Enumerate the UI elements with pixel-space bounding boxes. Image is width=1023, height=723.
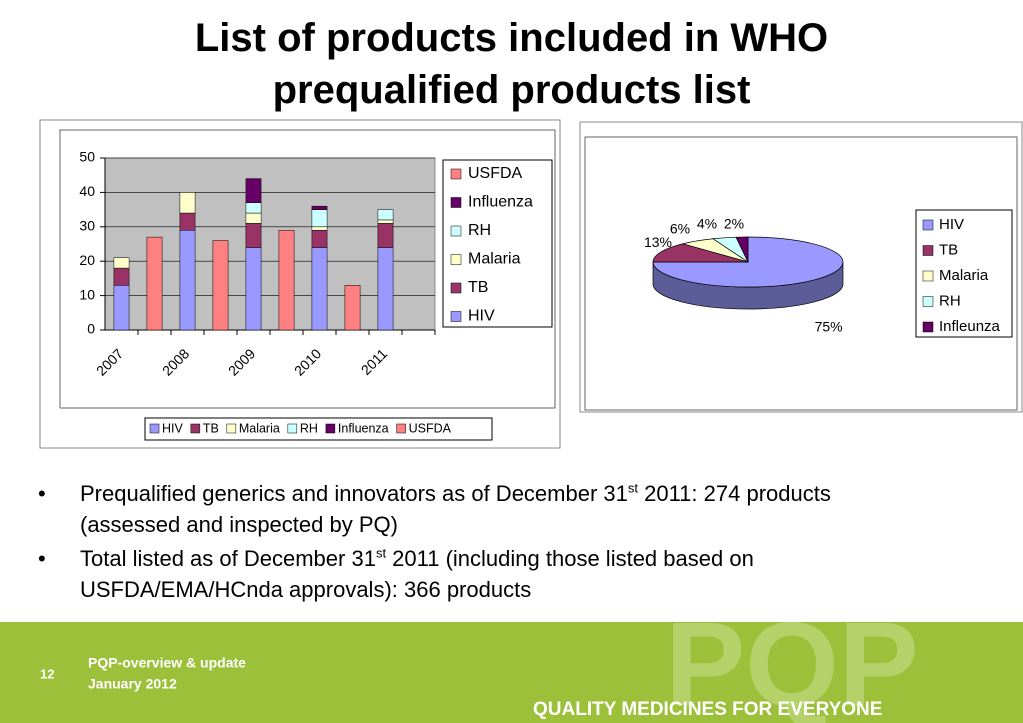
bar-segment: [113, 267, 130, 286]
y-tick-label: 50: [79, 149, 95, 165]
legend-box: [442, 159, 553, 328]
data-label: 13%: [644, 234, 672, 250]
bar-segment: [278, 229, 295, 331]
data-label: 4%: [697, 216, 717, 232]
legend-swatch: [149, 423, 160, 434]
page-number: 12: [40, 666, 54, 681]
bullet-text: 2011: 274 products (assessed and inspect…: [80, 481, 831, 537]
bar-segment: [311, 209, 328, 228]
legend-label: Influenza: [468, 194, 533, 211]
bar-segment: [377, 219, 394, 224]
slide-title: List of products included in WHO: [194, 16, 829, 60]
legend-label: HIV: [468, 308, 495, 325]
legend-swatch: [450, 282, 462, 294]
legend-swatch: [450, 254, 462, 265]
legend-label: USFDA: [468, 165, 523, 182]
bar-segment: [113, 257, 130, 269]
bar-segment: [245, 178, 262, 203]
legend-swatch: [325, 423, 336, 434]
y-tick-label: 20: [79, 252, 95, 268]
superscript: st: [627, 480, 638, 496]
bullet-list: Prequalified generics and innovators as …: [38, 478, 868, 608]
footer-line: January 2012: [88, 676, 177, 692]
pie-slice: [652, 236, 844, 288]
bullet: Prequalified generics and innovators as …: [38, 478, 868, 540]
slide-title: prequalified products list: [272, 68, 751, 112]
legend-label: HIV: [939, 216, 964, 233]
bar-segment: [344, 285, 361, 331]
y-tick-label: 30: [79, 218, 95, 234]
bar-segment: [113, 285, 130, 331]
legend-label: Malaria: [939, 267, 989, 284]
legend-label: TB: [468, 279, 488, 296]
legend-label: Malaria: [468, 251, 521, 268]
bar-segment: [179, 212, 196, 231]
superscript: st: [375, 545, 387, 561]
legend-label: USFDA: [409, 421, 452, 435]
y-tick-label: 10: [79, 286, 95, 302]
bullet-text: Prequalified generics and innovators as …: [80, 481, 628, 506]
tagline: QUALITY MEDICINES FOR EVERYONE: [533, 699, 882, 720]
legend-swatch: [922, 219, 934, 231]
legend-label: TB: [939, 241, 958, 258]
bar-segment: [179, 192, 196, 214]
bullet-text: Total listed as of December 31: [80, 546, 376, 571]
footer-line: PQP-overview & update: [88, 655, 246, 671]
legend-swatch: [922, 296, 934, 307]
bullet-text: 2011 (including those listed based on US…: [80, 546, 754, 602]
data-label: 6%: [670, 221, 690, 237]
pie-slice: [652, 243, 749, 263]
legend-label: RH: [939, 292, 961, 309]
legend-swatch: [190, 423, 201, 434]
bar-segment: [245, 247, 262, 331]
y-tick-label: 0: [87, 321, 95, 337]
bar-segment: [377, 247, 394, 331]
bar-segment: [311, 205, 328, 210]
legend-swatch: [922, 270, 934, 282]
legend-swatch: [450, 168, 462, 180]
bar-segment: [146, 236, 163, 331]
legend-swatch: [922, 245, 934, 256]
legend-swatch: [287, 423, 298, 434]
legend-swatch: [450, 311, 462, 322]
legend-label: Malaria: [239, 421, 280, 435]
legend-swatch: [226, 423, 237, 434]
bar-segment: [311, 247, 328, 331]
legend-label: RH: [300, 421, 318, 435]
legend-box: [144, 417, 493, 441]
legend-swatch: [922, 321, 934, 333]
legend-label: Influenza: [338, 421, 389, 435]
bar-segment: [245, 202, 262, 214]
legend-swatch: [450, 225, 462, 237]
bar-segment: [377, 223, 394, 248]
bar-segment: [377, 209, 394, 221]
legend-label: TB: [203, 421, 219, 435]
pie-slice: [735, 236, 749, 263]
bar-segment: [212, 240, 229, 331]
legend-swatch: [396, 423, 406, 434]
legend-label: HIV: [162, 421, 184, 435]
legend-label: RH: [468, 222, 491, 239]
bar-segment: [311, 229, 328, 248]
bar-segment: [245, 212, 262, 224]
bar-segment: [245, 223, 262, 248]
data-label: 75%: [815, 318, 843, 334]
legend-label: Infleunza: [939, 318, 1001, 335]
bar-segment: [179, 229, 196, 331]
legend-swatch: [450, 197, 462, 208]
y-tick-label: 40: [79, 183, 95, 199]
footer: PQP 12 PQP-overview & update January 201…: [0, 598, 1023, 723]
footer-art: PQP 12 PQP-overview & update January 201…: [40, 598, 919, 723]
data-label: 2%: [724, 216, 744, 232]
bullet: Total listed as of December 31st 2011 (i…: [38, 543, 868, 605]
bar-segment: [311, 226, 328, 231]
